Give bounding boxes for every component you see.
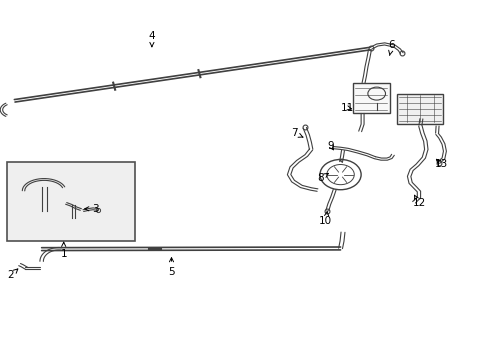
Text: 13: 13 [434,159,448,169]
Text: 3: 3 [85,204,99,214]
Text: 4: 4 [148,31,155,47]
Text: 5: 5 [168,258,175,277]
Text: 8: 8 [318,173,328,183]
Text: 6: 6 [389,40,395,55]
Bar [397,94,443,124]
Bar [353,83,390,113]
Text: 7: 7 [291,128,303,138]
Bar [7,162,135,241]
Text: 1: 1 [60,242,67,259]
Text: 2: 2 [7,269,18,280]
Text: 9: 9 [327,141,334,151]
Text: 12: 12 [412,195,426,208]
Text: 10: 10 [319,211,332,226]
Text: 11: 11 [341,103,355,113]
